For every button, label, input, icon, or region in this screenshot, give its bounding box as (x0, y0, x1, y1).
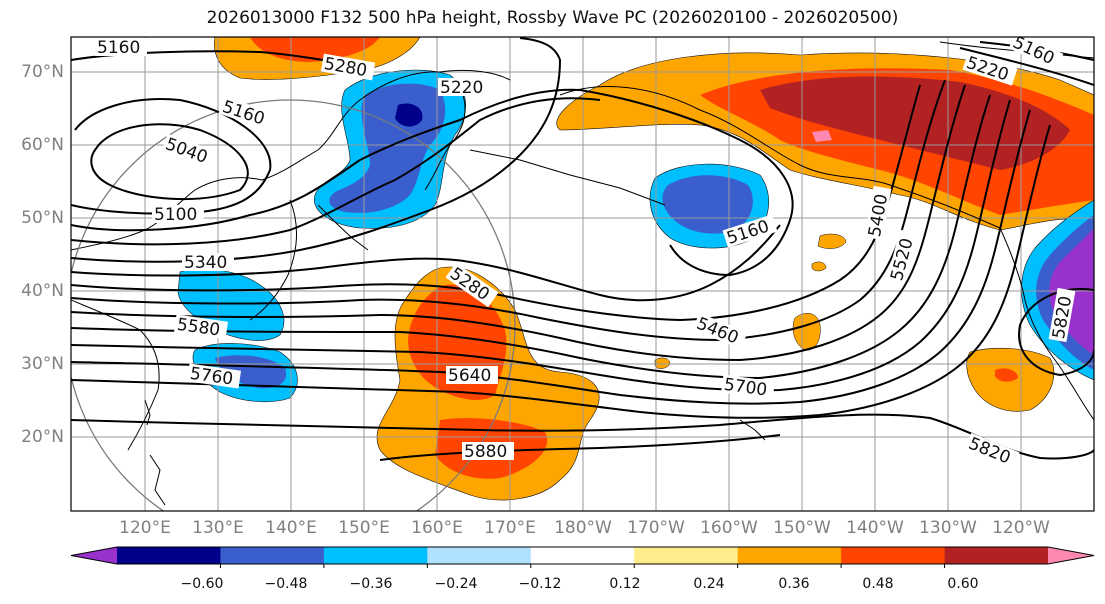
colorbar-tick-label: −0.48 (264, 576, 308, 592)
contour-5460 (71, 79, 946, 342)
lon-label-130e: 130°E (192, 518, 244, 538)
contour-5160-w (71, 88, 794, 277)
contour-label: 5100 (154, 205, 197, 225)
range-circle (71, 99, 516, 511)
lon-label-170e: 170°E (484, 518, 536, 538)
colorbar-box (530, 547, 635, 564)
colorbar-extend-min (71, 547, 117, 564)
colorbar-box (117, 547, 221, 564)
colorbar (70, 546, 1095, 568)
lon-label-130w: 130°W (919, 518, 977, 538)
contour-5580 (71, 94, 991, 380)
contour-label: 5160 (97, 38, 140, 58)
coast-alaska (559, 86, 1001, 229)
colorbar-box (220, 547, 325, 564)
contour-5700 (71, 109, 1031, 405)
lat-label-50n: 50°N (21, 208, 64, 228)
contour-5880 (379, 434, 781, 461)
lon-label-160w: 160°W (700, 518, 758, 538)
lon-label-150w: 150°W (773, 518, 831, 538)
lon-label-160e: 160°E (411, 518, 463, 538)
colorbar-box (841, 547, 946, 564)
lat-label-20n: 20°N (21, 427, 64, 447)
colorbar-extend-max (1048, 547, 1094, 564)
contour-5040-loop (90, 123, 249, 201)
lon-label-140e: 140°E (265, 518, 317, 538)
colorbar-tick-label: 0.48 (862, 576, 894, 592)
negative-anomaly-cutoff-low-inner (662, 175, 753, 234)
contour-5220-ne (959, 47, 1094, 86)
positive-anomaly-alaska-core (760, 76, 1070, 170)
positive-anomaly-arctic-inner (250, 37, 380, 62)
negative-anomaly-okhotsk-core (395, 103, 423, 127)
positive-anomaly-baja-inner (995, 368, 1018, 382)
coast-aleutian (469, 149, 666, 206)
map-title: 2026013000 F132 500 hPa height, Rossby W… (206, 8, 899, 28)
lon-label-170w: 170°W (627, 518, 685, 538)
contour-label: 5880 (464, 442, 507, 462)
colorbar-box (634, 547, 739, 564)
colorbar-box (427, 547, 532, 564)
positive-anomaly-alaska-peak (812, 130, 832, 142)
lat-label-30n: 30°N (21, 354, 64, 374)
colorbar-tick-label: −0.24 (434, 576, 478, 592)
lat-label-40n: 40°N (21, 281, 64, 301)
colorbar-outline (70, 546, 1095, 565)
positive-anomaly-spot-2 (817, 233, 847, 249)
lat-label-70n: 70°N (21, 62, 64, 82)
lon-label-150e: 150°E (338, 518, 390, 538)
contour-label: 5640 (448, 366, 491, 386)
colorbar-tick-label: 0.12 (609, 576, 641, 592)
coast-philippines (149, 454, 166, 506)
colorbar-box (737, 547, 842, 564)
colorbar-tick-label: −0.36 (349, 576, 393, 592)
lat-label-60n: 60°N (21, 135, 64, 155)
contour-5340 (71, 224, 781, 302)
colorbar-box (944, 547, 1049, 564)
coast-china (71, 299, 160, 451)
positive-anomaly-spot-3 (811, 261, 827, 272)
colorbar-box (323, 547, 428, 564)
contour-5820-loop-east (1018, 288, 1094, 377)
contour-5760 (71, 124, 1051, 419)
contour-labels: 5160 5280 5220 5160 5040 5100 5340 5580 … (95, 37, 1076, 470)
colorbar-tick-label: 0.36 (778, 576, 810, 592)
contour-5520 (71, 84, 966, 362)
coast-japan (249, 199, 298, 321)
coast-north-america (999, 227, 1094, 421)
lon-label-180w: 180°W (554, 518, 612, 538)
colorbar-tick-label: 0.24 (693, 576, 725, 592)
contour-label: 5220 (440, 78, 483, 98)
colorbar-tick-label: −0.60 (180, 576, 224, 592)
lon-label-120w: 120°W (992, 518, 1050, 538)
lon-label-120e: 120°E (119, 518, 171, 538)
contour-5220 (71, 97, 601, 246)
contour-5100 (71, 98, 272, 215)
lon-label-140w: 140°W (846, 518, 904, 538)
coast-kamchatka (424, 79, 466, 191)
map-frame (70, 36, 1095, 512)
colorbar-tick-label: −0.12 (518, 576, 562, 592)
colorbar-tick-label: 0.60 (947, 576, 979, 592)
contour-label: 5340 (184, 253, 227, 273)
